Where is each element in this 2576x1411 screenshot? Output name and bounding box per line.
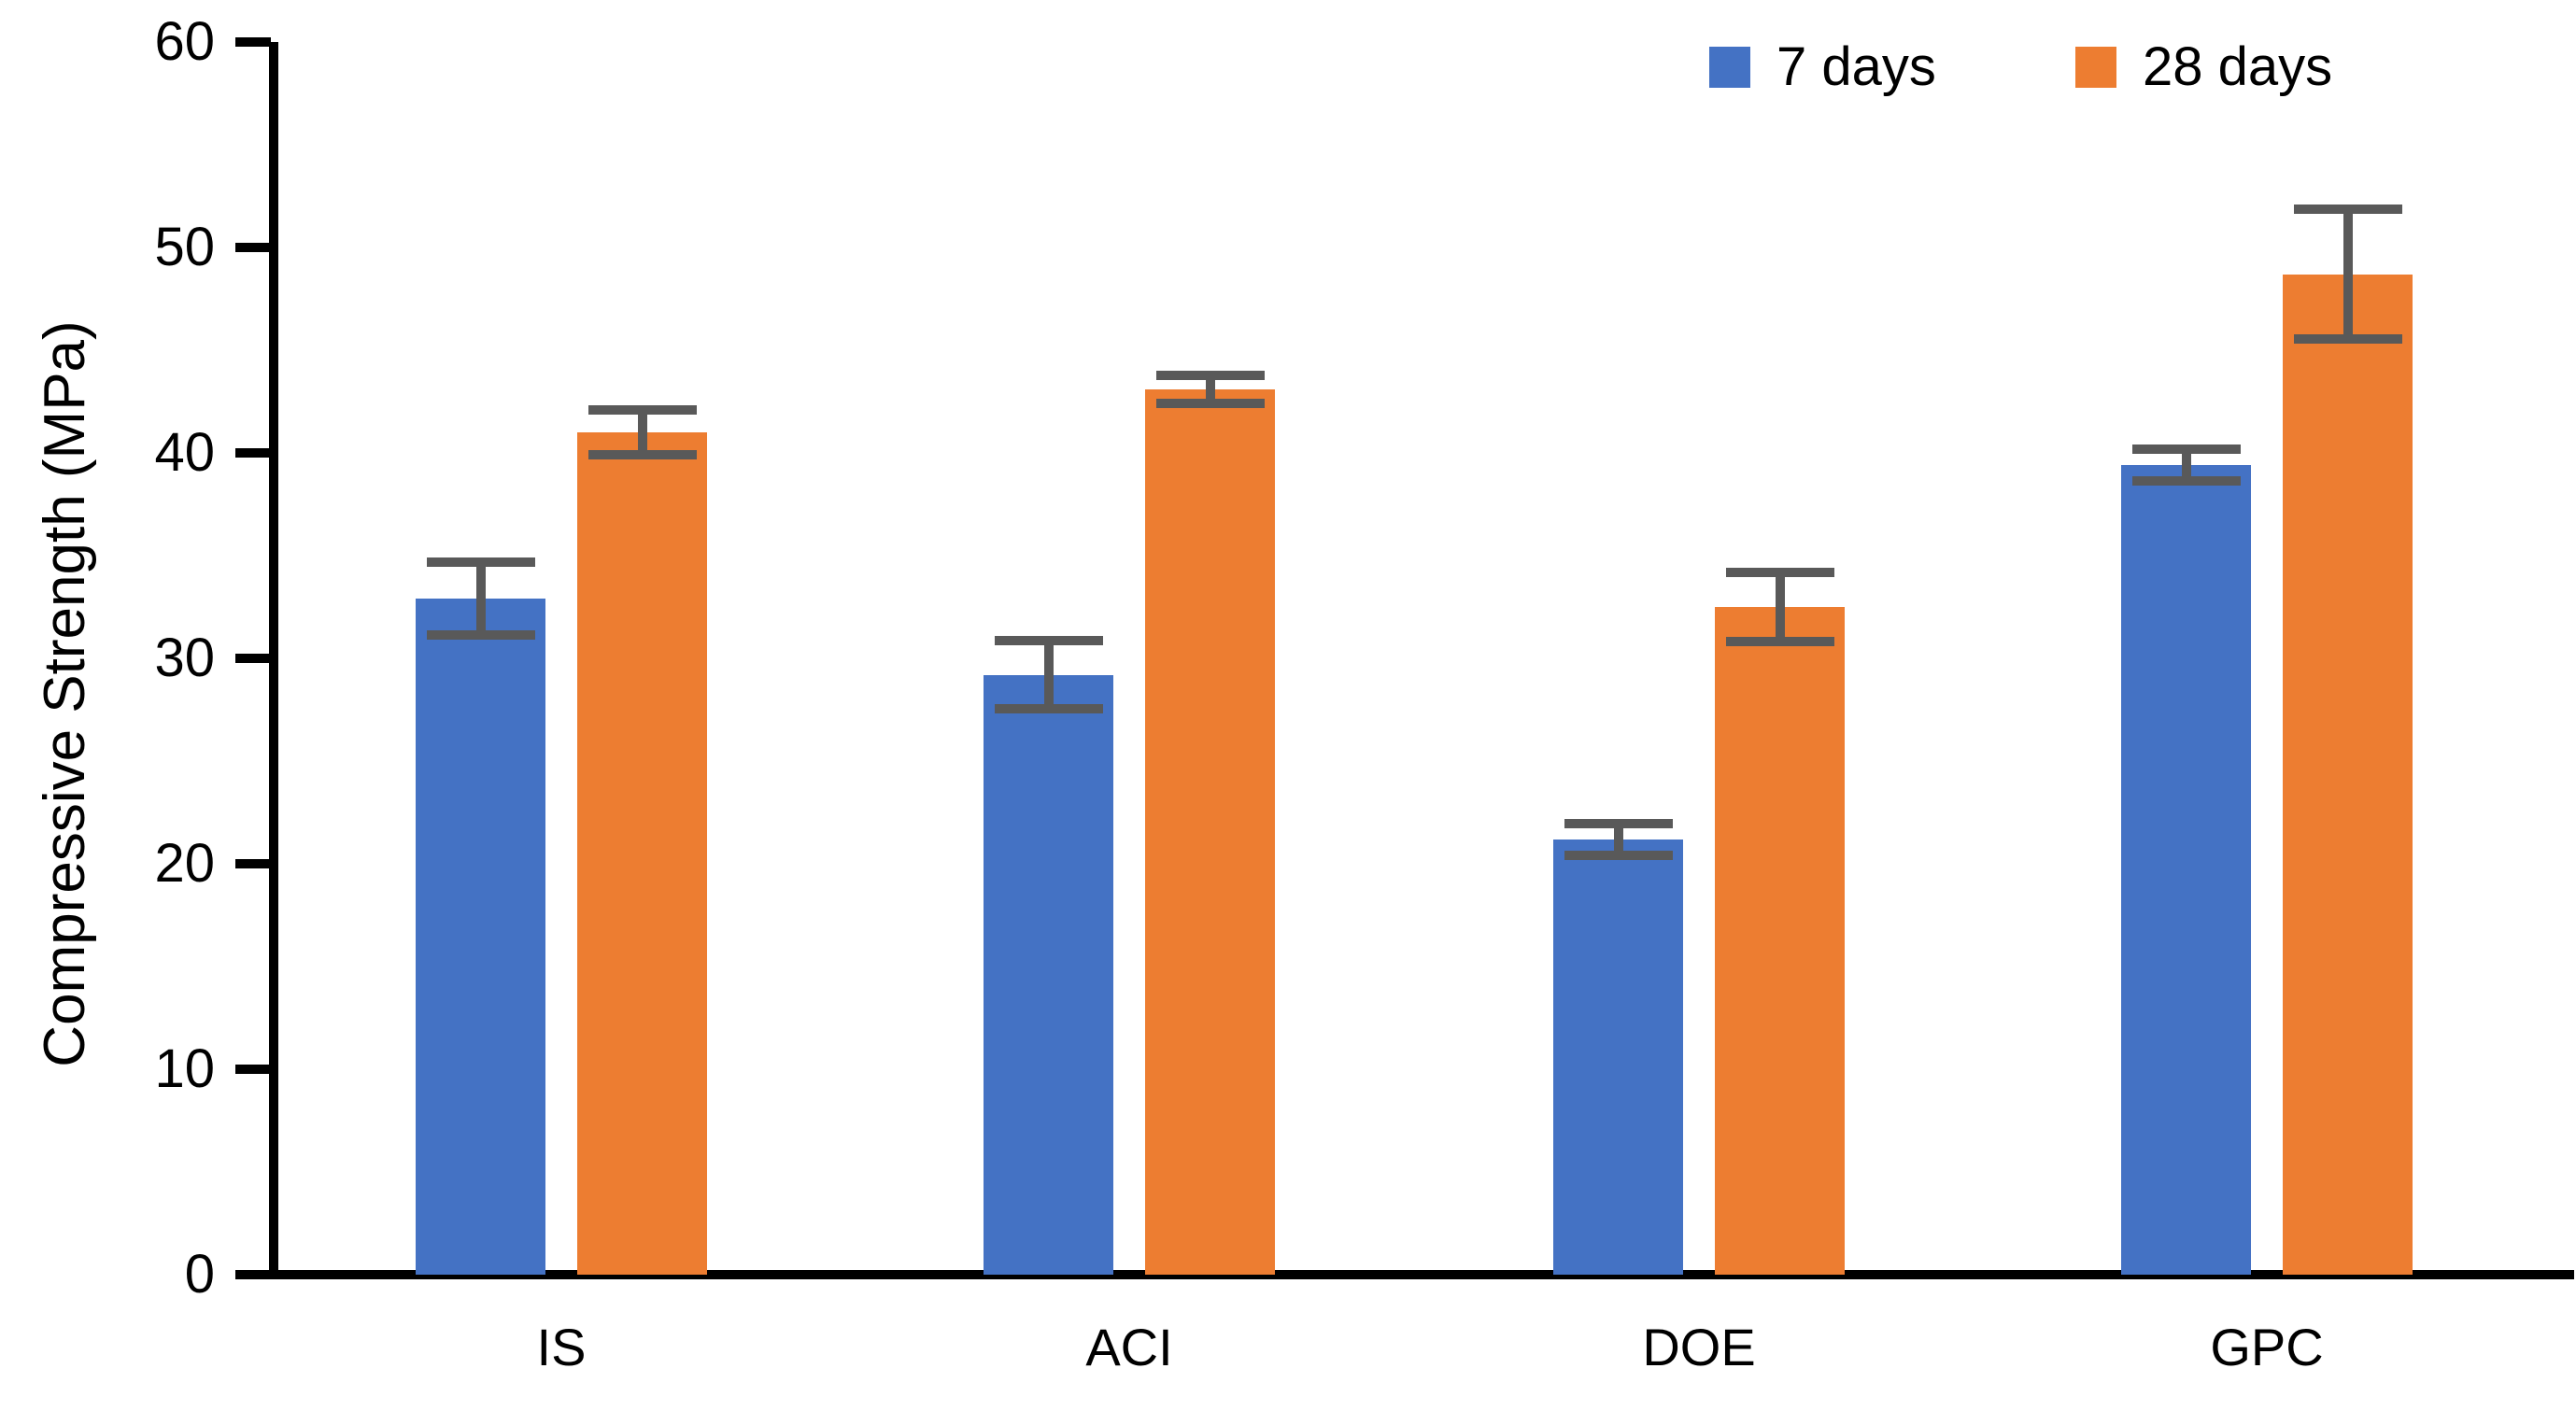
error-bar-ACI-7days xyxy=(1043,635,1054,714)
error-bar-DOE-28days xyxy=(1775,568,1785,646)
bar-DOE-7days xyxy=(1553,839,1683,1275)
error-cap-top xyxy=(994,635,1103,645)
y-tick-label-0: 0 xyxy=(184,1244,215,1305)
y-axis-line xyxy=(269,42,278,1279)
error-bar-IS-7days xyxy=(475,557,486,641)
category-label-ACI: ACI xyxy=(1085,1318,1173,1376)
error-cap-bottom xyxy=(2293,334,2402,345)
x-axis-line xyxy=(269,1270,2574,1279)
y-tick-label-40: 40 xyxy=(154,422,215,483)
y-tick-20 xyxy=(235,859,271,868)
category-label-GPC: GPC xyxy=(2210,1318,2324,1376)
error-cap-bottom xyxy=(587,449,697,459)
error-bar-DOE-7days xyxy=(1613,818,1623,860)
error-cap-top xyxy=(2293,204,2402,214)
category-label-IS: IS xyxy=(536,1318,587,1376)
legend-swatch-28days xyxy=(2075,47,2116,88)
category-label-DOE: DOE xyxy=(1642,1318,1756,1376)
error-cap-bottom xyxy=(1564,850,1673,860)
y-tick-30 xyxy=(235,654,271,663)
legend-label-7days: 7 days xyxy=(1776,36,1936,97)
y-tick-label-60: 60 xyxy=(154,11,215,72)
y-tick-40 xyxy=(235,448,271,458)
error-cap-top xyxy=(2131,444,2241,455)
error-cap-top xyxy=(426,557,535,568)
error-bar-ACI-28days xyxy=(1205,371,1215,408)
y-tick-60 xyxy=(235,37,271,47)
y-tick-label-30: 30 xyxy=(154,628,215,688)
error-cap-bottom xyxy=(2131,476,2241,487)
bar-IS-28days xyxy=(577,432,707,1275)
error-bar-GPC-28days xyxy=(2342,204,2353,345)
bar-GPC-28days xyxy=(2283,274,2413,1275)
y-tick-0 xyxy=(235,1270,271,1279)
y-tick-label-50: 50 xyxy=(154,217,215,277)
legend-swatch-7days xyxy=(1709,47,1750,88)
bar-DOE-28days xyxy=(1715,607,1845,1275)
y-tick-10 xyxy=(235,1065,271,1074)
bar-IS-7days xyxy=(416,599,545,1275)
error-cap-bottom xyxy=(994,704,1103,714)
error-cap-top xyxy=(587,405,697,416)
legend-item-7days: 7 days xyxy=(1709,39,1936,95)
bar-ACI-28days xyxy=(1145,388,1275,1275)
y-tick-label-10: 10 xyxy=(154,1038,215,1099)
error-cap-top xyxy=(1155,371,1265,380)
error-cap-bottom xyxy=(426,630,535,641)
error-cap-top xyxy=(1564,818,1673,828)
error-cap-top xyxy=(1725,568,1834,578)
legend-label-28days: 28 days xyxy=(2143,36,2333,97)
error-bar-GPC-7days xyxy=(2181,444,2191,487)
error-cap-bottom xyxy=(1155,398,1265,408)
y-tick-label-20: 20 xyxy=(154,833,215,894)
error-bar-IS-28days xyxy=(637,405,647,459)
bar-GPC-7days xyxy=(2121,465,2251,1275)
error-cap-bottom xyxy=(1725,636,1834,646)
y-tick-50 xyxy=(235,243,271,252)
bar-ACI-7days xyxy=(984,674,1113,1275)
legend-item-28days: 28 days xyxy=(2075,39,2332,95)
y-axis-title: Compressive Strength (MPa) xyxy=(33,320,97,1067)
